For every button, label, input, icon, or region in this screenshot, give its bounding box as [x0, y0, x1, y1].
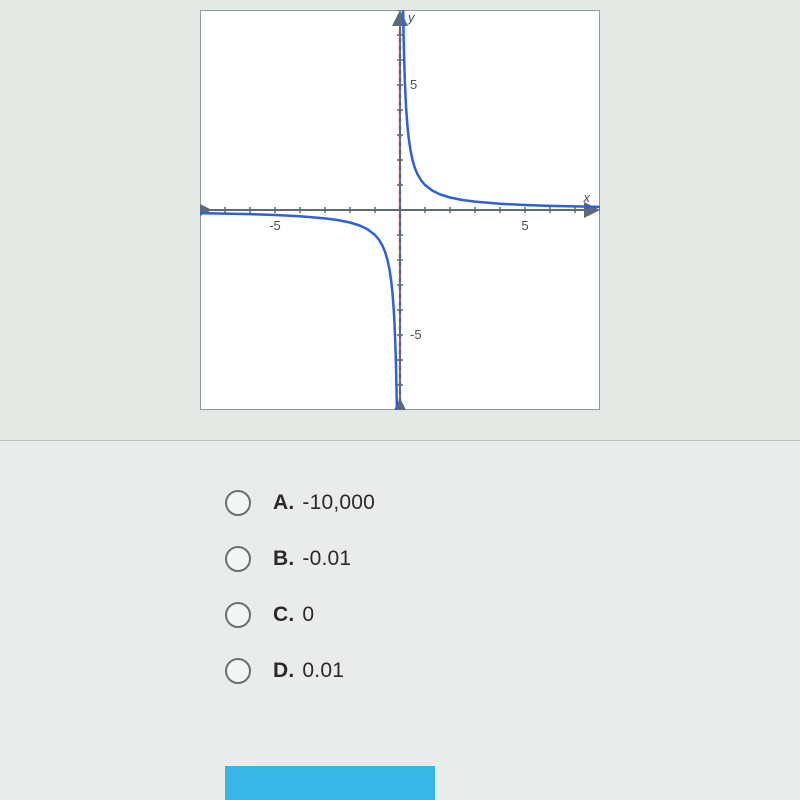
option-c[interactable]: C. 0	[225, 602, 605, 628]
svg-text:x: x	[583, 190, 591, 205]
option-d[interactable]: D. 0.01	[225, 658, 605, 684]
page-root: -555-5xy A. -10,000 B. -0.01 C. 0 D. 0.0…	[0, 0, 800, 800]
option-letter: A.	[273, 491, 294, 515]
option-letter: D.	[273, 659, 294, 683]
radio-icon	[225, 658, 251, 684]
svg-text:-5: -5	[410, 327, 422, 342]
option-value: -0.01	[302, 547, 351, 571]
option-value: 0	[302, 603, 314, 627]
option-b[interactable]: B. -0.01	[225, 546, 605, 572]
option-value: 0.01	[302, 659, 344, 683]
radio-icon	[225, 546, 251, 572]
svg-text:5: 5	[521, 218, 528, 233]
answers-list: A. -10,000 B. -0.01 C. 0 D. 0.01	[225, 490, 605, 714]
svg-text:5: 5	[410, 77, 417, 92]
option-letter: C.	[273, 603, 294, 627]
submit-button[interactable]	[225, 766, 435, 800]
radio-icon	[225, 490, 251, 516]
function-graph: -555-5xy	[200, 10, 600, 410]
option-a[interactable]: A. -10,000	[225, 490, 605, 516]
option-value: -10,000	[302, 491, 375, 515]
section-divider	[0, 440, 800, 441]
svg-text:-5: -5	[269, 218, 281, 233]
option-letter: B.	[273, 547, 294, 571]
radio-icon	[225, 602, 251, 628]
chart-container: -555-5xy	[200, 10, 600, 410]
